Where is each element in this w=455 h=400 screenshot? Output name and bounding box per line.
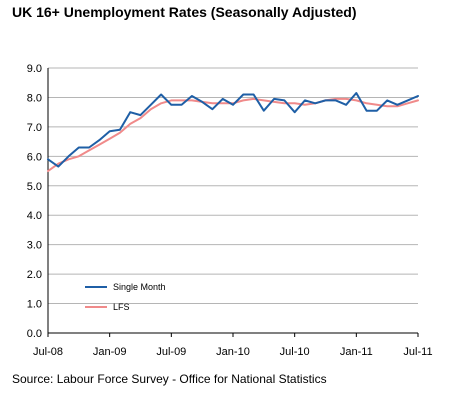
legend-label: LFS bbox=[113, 302, 130, 312]
x-tick-label: Jan-10 bbox=[216, 346, 250, 358]
y-tick-label: 7.0 bbox=[27, 122, 42, 134]
y-tick-label: 9.0 bbox=[27, 63, 42, 75]
chart-title: UK 16+ Unemployment Rates (Seasonally Ad… bbox=[12, 4, 357, 20]
chart-series bbox=[47, 92, 419, 173]
x-tick-label: Jul-11 bbox=[403, 346, 432, 358]
y-tick-label: 2.0 bbox=[27, 269, 42, 281]
series-line-single-month bbox=[47, 92, 419, 168]
y-tick-label: 0.0 bbox=[27, 328, 42, 340]
x-tick-label: Jan-09 bbox=[93, 346, 127, 358]
y-tick-label: 6.0 bbox=[27, 151, 42, 163]
y-tick-label: 3.0 bbox=[27, 240, 42, 252]
x-tick-label: Jul-09 bbox=[156, 346, 186, 358]
chart-legend: Single Month LFS bbox=[85, 282, 166, 312]
x-tick-label: Jul-08 bbox=[33, 346, 63, 358]
y-tick-label: 4.0 bbox=[27, 210, 42, 222]
x-tick-label: Jan-11 bbox=[340, 346, 373, 358]
series-line-lfs bbox=[47, 97, 419, 173]
chart-axes bbox=[47, 68, 419, 337]
legend-label: Single Month bbox=[113, 282, 166, 292]
y-tick-label: 8.0 bbox=[27, 92, 42, 104]
x-tick-label: Jul-10 bbox=[280, 346, 310, 358]
y-tick-label: 5.0 bbox=[27, 181, 42, 193]
source-note: Source: Labour Force Survey - Office for… bbox=[12, 372, 327, 386]
y-tick-label: 1.0 bbox=[27, 299, 42, 311]
chart-grid bbox=[48, 67, 418, 305]
x-axis-ticks: Jul-08 Jan-09 Jul-09 Jan-10 Jul-10 Jan-11 Jul-… bbox=[33, 346, 433, 358]
y-axis-ticks: 0.0 1.0 2.0 3.0 4.0 5.0 6.0 7.0 8.0 9.0 bbox=[27, 63, 42, 340]
